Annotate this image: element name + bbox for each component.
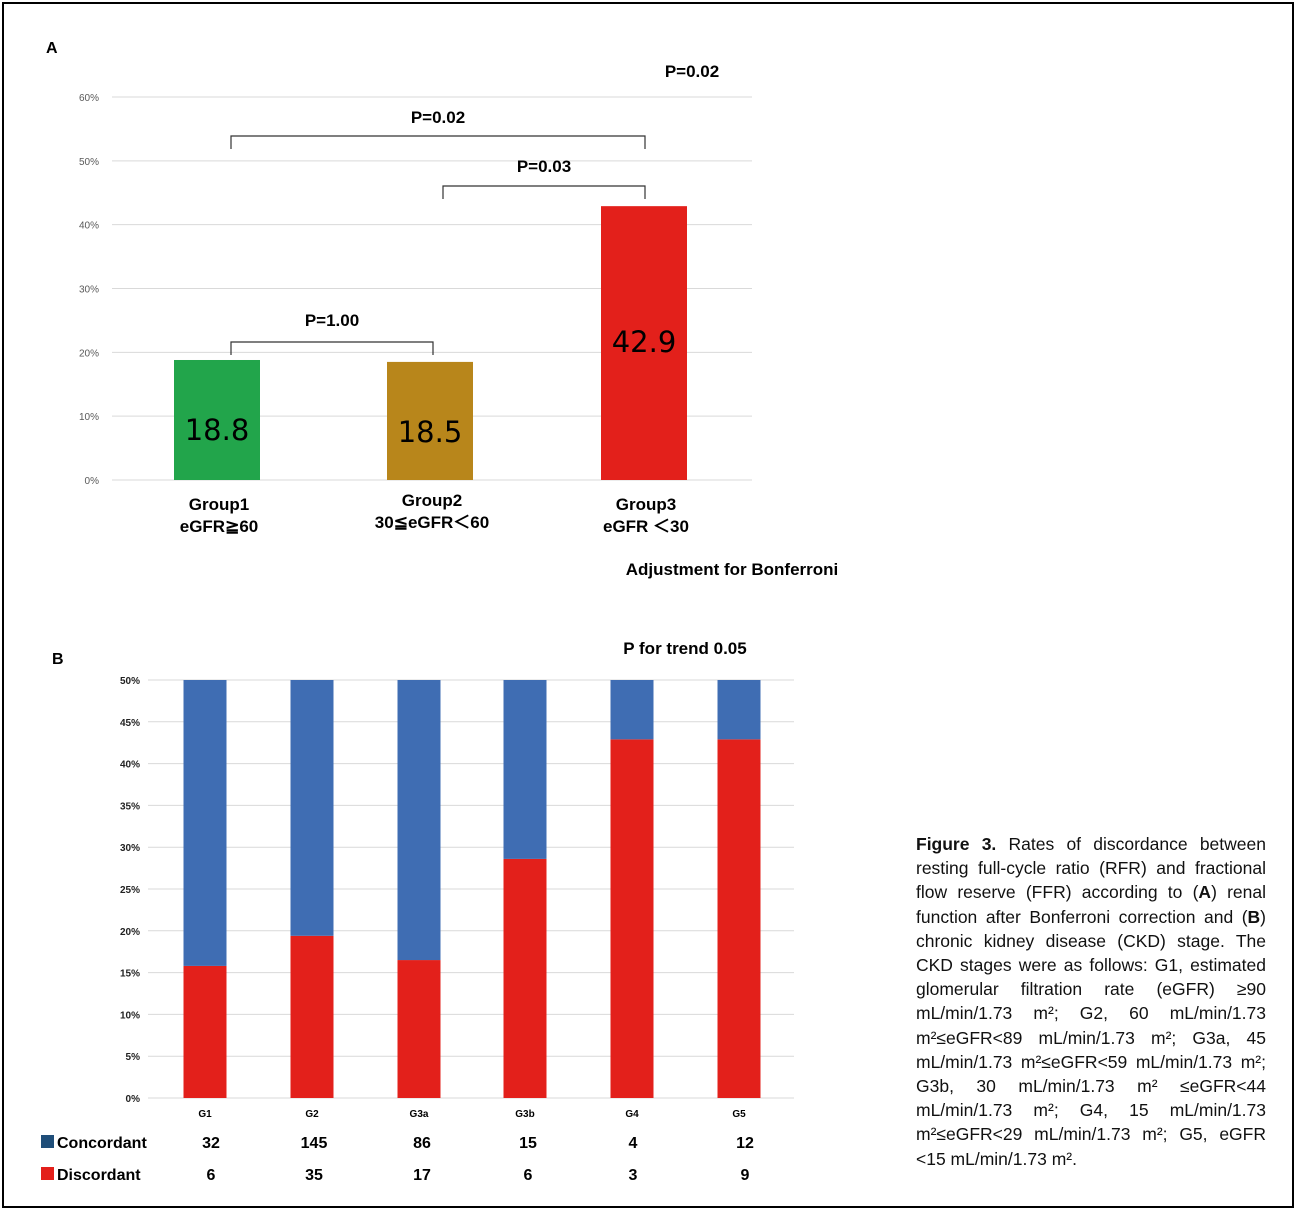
panel-a-comparison-label: P=0.03 xyxy=(517,157,571,176)
panel-b-bar-segment xyxy=(610,739,654,1098)
panel-b-bar-segment xyxy=(183,680,227,966)
panel-b-legend-label: Discordant xyxy=(57,1167,141,1184)
panel-a-category-label: eGFR≧60 xyxy=(180,517,259,536)
panel-a-comparison-bracket xyxy=(230,341,434,355)
caption-text-2: ) renal function after Bonferroni correc… xyxy=(916,882,1266,927)
panel-b-bar-segment xyxy=(397,680,441,961)
panel-b-bar-segment xyxy=(397,960,441,1098)
panel-b-bar-segment xyxy=(717,739,761,1098)
panel-b-ytick-label: 20% xyxy=(120,927,140,938)
panel-a-bar xyxy=(387,361,473,480)
panel-b-bar-segment xyxy=(610,680,654,740)
panel-b-count-cell: 15 xyxy=(519,1135,537,1152)
panel-a-ytick-label: 10% xyxy=(79,412,99,423)
panel-a-ytick-label: 50% xyxy=(79,157,99,168)
panel-b-category-label: G1 xyxy=(198,1109,212,1120)
panel-a-ytick-label: 0% xyxy=(85,476,100,487)
panel-b-count-cell: 12 xyxy=(736,1135,754,1152)
panel-a-bar xyxy=(601,206,687,480)
panel-b-ytick-label: 45% xyxy=(120,718,140,729)
panel-a-category-label: 30≦eGFR＜60 xyxy=(375,513,489,532)
panel-b-ytick-label: 5% xyxy=(126,1052,141,1063)
caption-bold-b: B xyxy=(1247,906,1261,927)
panel-a-overall-p-label: P=0.02 xyxy=(665,62,719,81)
caption-text-1: Rates of discordance between resting ful… xyxy=(916,834,1266,903)
caption-bold-a: A xyxy=(1198,882,1212,903)
panel-b-ytick-label: 10% xyxy=(120,1010,140,1021)
panel-b-ytick-label: 30% xyxy=(120,843,140,854)
panel-a-category-label: Group3 xyxy=(616,495,676,514)
panel-a-comparison-bracket xyxy=(230,135,646,149)
panel-b-category-label: G3b xyxy=(515,1109,534,1120)
panel-a-comparison-bracket xyxy=(442,185,646,199)
panel-b-count-cell: 86 xyxy=(413,1135,431,1152)
panel-b-ytick-label: 40% xyxy=(120,760,140,771)
panel-b-bar-segment xyxy=(503,680,547,859)
panel-b-ytick-label: 25% xyxy=(120,885,140,896)
panel-b-category-label: G5 xyxy=(732,1109,746,1120)
caption-text-3: ) chronic kidney disease (CKD) stage. Th… xyxy=(916,906,1266,1169)
panel-b-count-cell: 145 xyxy=(301,1135,328,1152)
figure-caption: Figure 3. Rates of discordance between r… xyxy=(916,832,1266,1171)
panel-b-legend-swatch xyxy=(41,1167,54,1180)
panel-b-ytick-label: 35% xyxy=(120,801,140,812)
panel-a-data-label: 42.9 xyxy=(612,325,677,359)
panel-a-comparison-label: P=1.00 xyxy=(305,311,359,330)
panel-b-bar-segment xyxy=(183,965,227,1098)
panel-a-adjustment-note: Adjustment for Bonferroni xyxy=(626,560,839,579)
panel-b-count-cell: 32 xyxy=(202,1135,220,1152)
panel-b-count-cell: 6 xyxy=(207,1167,216,1184)
panel-b-legend-label: Concordant xyxy=(57,1135,147,1152)
panel-a-category-label: Group2 xyxy=(402,491,462,510)
panel-a-comparison-label: P=0.02 xyxy=(411,108,465,127)
panel-a-ytick-label: 30% xyxy=(79,285,99,296)
panel-a-label: A xyxy=(46,40,58,57)
panel-b-count-cell: 4 xyxy=(629,1135,638,1152)
panel-b-count-cell: 3 xyxy=(629,1167,638,1184)
panel-b-bar-segment xyxy=(503,858,547,1098)
panel-b-bar-segment xyxy=(290,935,334,1098)
panel-b-ytick-label: 15% xyxy=(120,969,140,980)
panel-a-category-label: Group1 xyxy=(189,495,249,514)
panel-a-bar xyxy=(174,359,260,480)
panel-b-count-cell: 35 xyxy=(305,1167,323,1184)
panel-b-bar-segment xyxy=(717,680,761,740)
caption-figure-label: Figure 3. xyxy=(916,834,997,854)
panel-b-trend-label: P for trend 0.05 xyxy=(623,639,746,658)
panel-a-ytick-label: 40% xyxy=(79,221,99,232)
panel-b-count-cell: 9 xyxy=(741,1167,750,1184)
panel-b-count-cell: 6 xyxy=(524,1167,533,1184)
panel-b-label: B xyxy=(52,651,64,668)
panel-b-ytick-label: 50% xyxy=(120,676,140,687)
panel-b-legend-swatch xyxy=(41,1135,54,1148)
panel-b-bar-segment xyxy=(290,680,334,936)
panel-a-data-label: 18.8 xyxy=(185,413,250,447)
panel-b-category-label: G2 xyxy=(305,1109,319,1120)
panel-b-ytick-label: 0% xyxy=(126,1094,141,1105)
panel-b-category-label: G4 xyxy=(625,1109,639,1120)
panel-a-data-label: 18.5 xyxy=(398,415,463,449)
panel-a-category-label: eGFR ＜30 xyxy=(603,517,689,536)
panel-a-ytick-label: 60% xyxy=(79,93,99,104)
panel-a-ytick-label: 20% xyxy=(79,348,99,359)
panel-b-category-label: G3a xyxy=(410,1109,429,1120)
panel-b-count-cell: 17 xyxy=(413,1167,431,1184)
